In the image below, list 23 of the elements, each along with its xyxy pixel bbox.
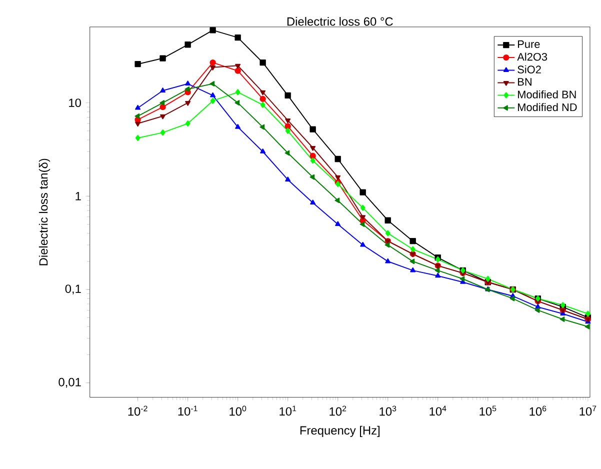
x-tick-label: 10$^{5}$ <box>480 406 496 416</box>
x-tick-label: 10$^{7}$ <box>580 406 596 416</box>
y-tick-label: 1 <box>76 192 81 200</box>
y-tick-label: 0,1 <box>65 284 81 294</box>
x-tick-label: 10$^{-2}$ <box>128 406 148 416</box>
legend-label: Al2O3 <box>517 52 548 61</box>
x-tick-label: 10$^{1}$ <box>280 406 296 416</box>
y-tick-label: 0,01 <box>58 378 81 388</box>
x-tick-label: 10$^{6}$ <box>530 406 546 416</box>
x-tick-label: 10$^{0}$ <box>230 406 246 416</box>
y-tick-label: 10 <box>69 98 81 107</box>
x-tick-label: 10$^{3}$ <box>380 406 396 416</box>
y-axis-title: Dielectric loss tan(δ) <box>38 158 50 266</box>
legend-label: Modified ND <box>518 103 577 112</box>
x-tick-label: 10$^{4}$ <box>430 406 446 416</box>
legend-label: Pure <box>518 40 540 48</box>
chart-title: Dielectric loss 60 °C <box>287 16 393 26</box>
legend-label: Modified BN <box>518 90 576 98</box>
legend-label: BN <box>518 78 532 86</box>
x-tick-label: 10$^{-1}$ <box>178 406 198 416</box>
legend-label: SiO2 <box>518 65 541 74</box>
x-axis-title: Frequency [Hz] <box>300 426 380 437</box>
x-tick-label: 10$^{2}$ <box>330 406 346 416</box>
